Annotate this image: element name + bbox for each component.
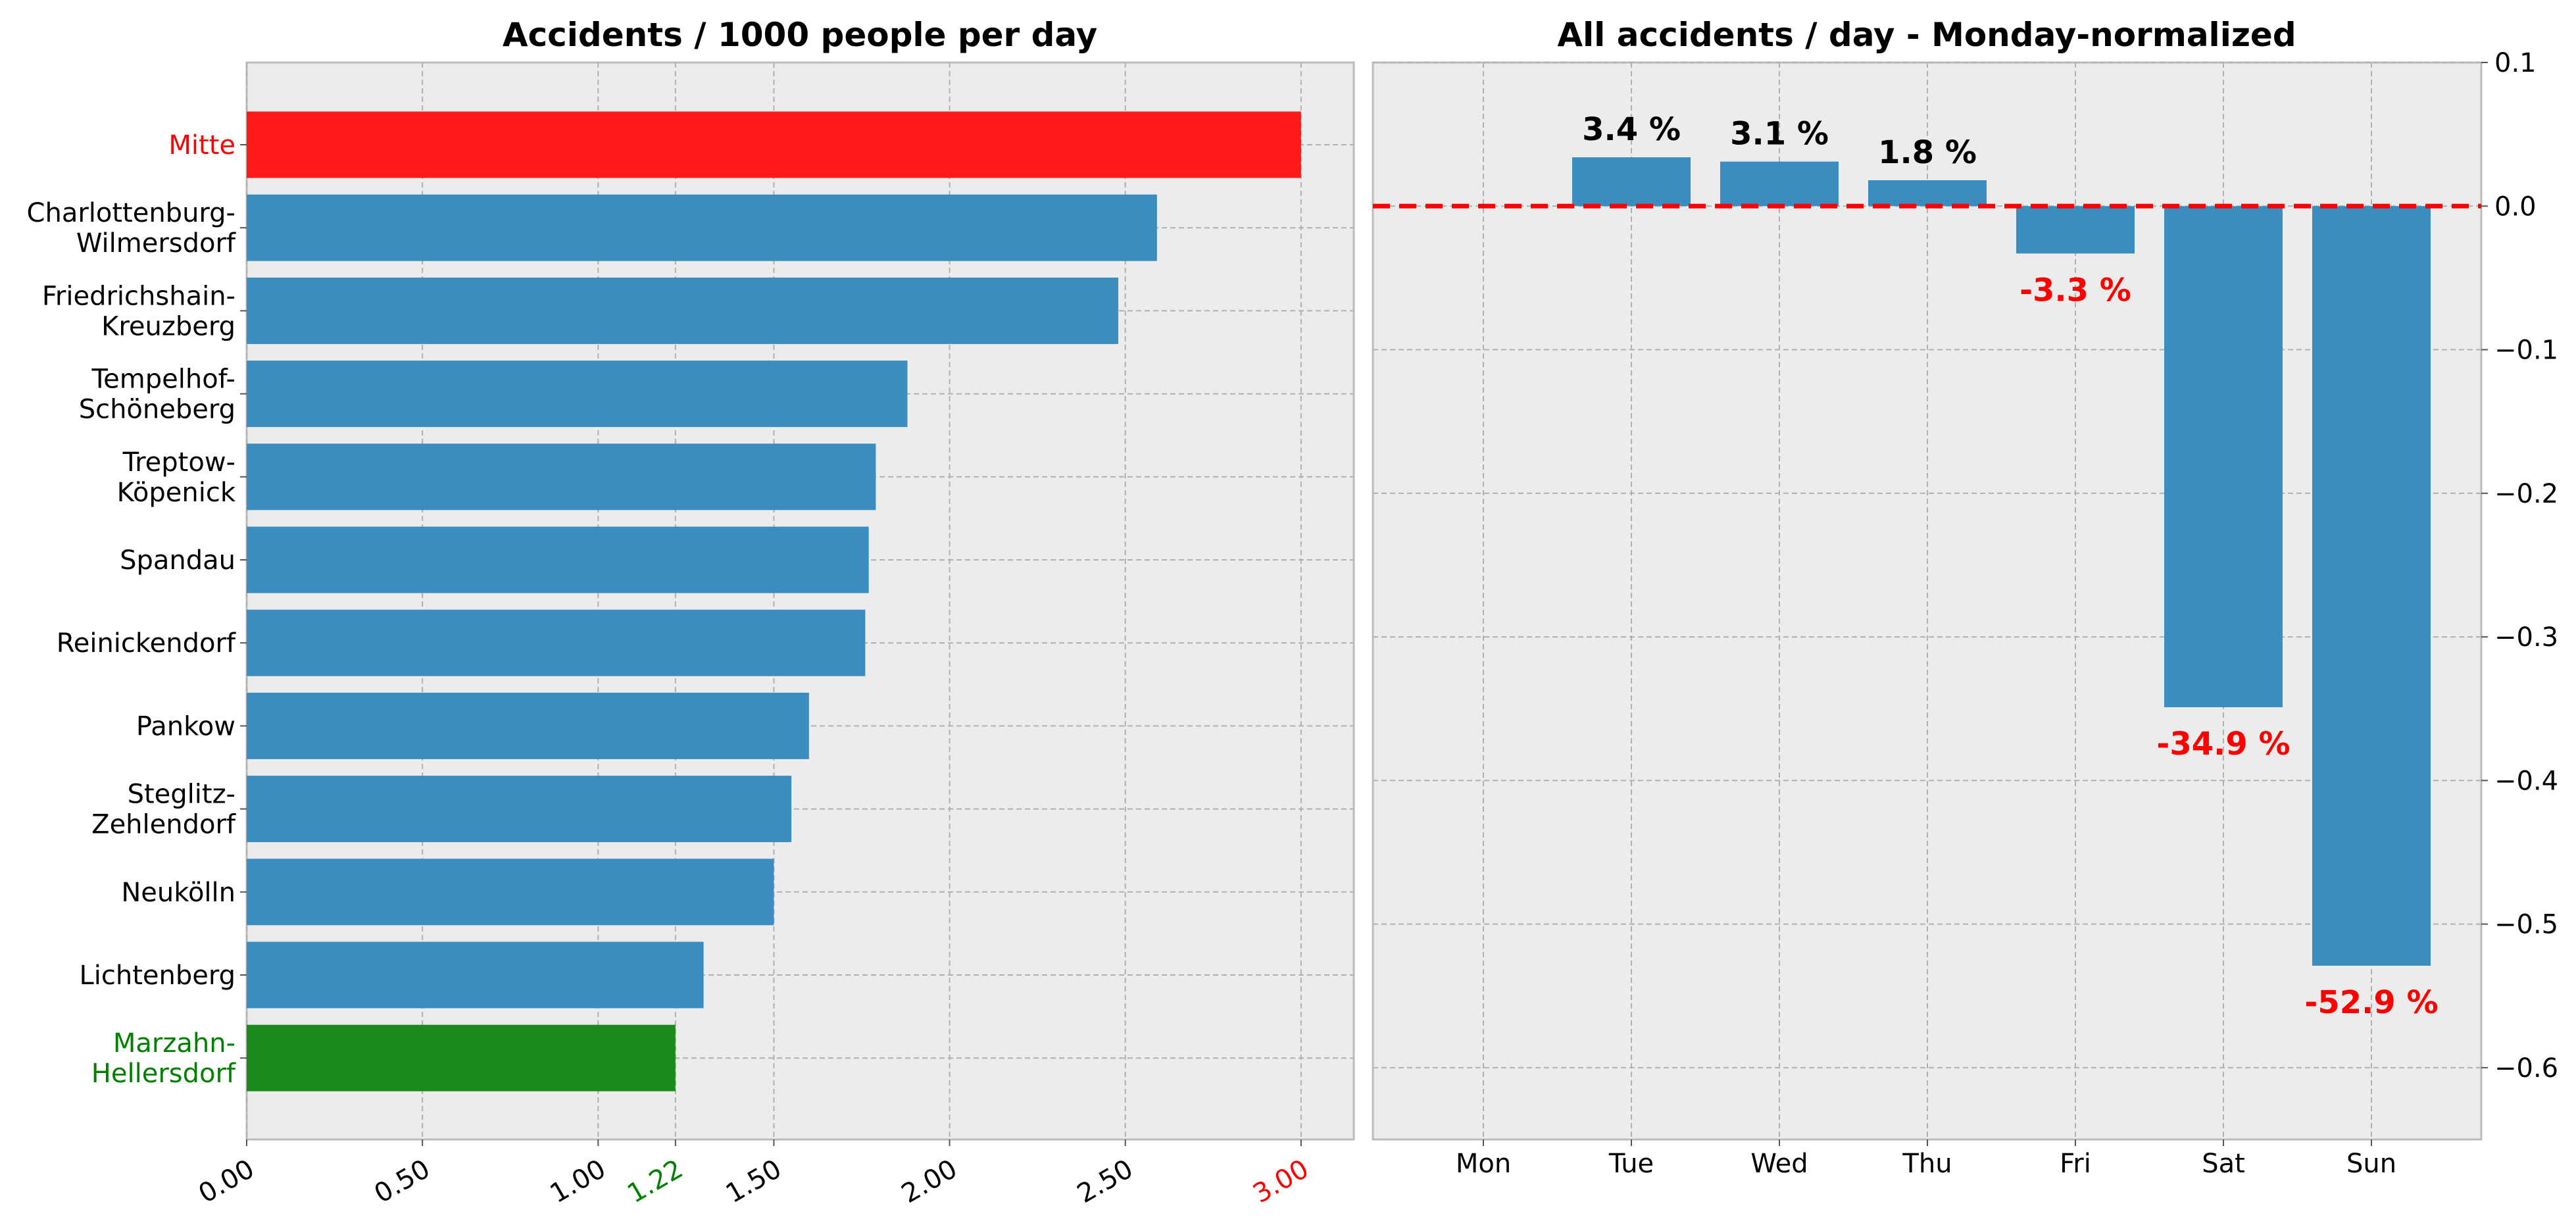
right-y-tick-label: −0.5 (2494, 910, 2558, 940)
district-bar (247, 361, 908, 428)
district-label-line: Treptow- (122, 447, 235, 478)
right-plot-area (1372, 61, 2483, 1141)
district-bar (247, 443, 876, 511)
weekday-bar (2016, 206, 2135, 254)
weekday-label: Sat (2202, 1149, 2245, 1179)
district-label: Friedrichshain-Kreuzberg (42, 281, 235, 341)
left-x-tick-label: 2.00 (897, 1154, 962, 1209)
right-data-labels: 3.4 % 3.1 % 1.8 % -3.3 % -34.9 % -52.9 % (1582, 111, 2439, 1021)
weekday-data-label: -3.3 % (2019, 272, 2131, 309)
right-y-tick-labels: 0.1 0.0 −0.1 −0.2 −0.3 −0.4 −0.5 −0.6 (2481, 48, 2558, 1084)
right-bars (1572, 157, 2431, 966)
left-x-tick-label: 2.50 (1072, 1154, 1138, 1209)
left-category-labels: Mitte Charlottenburg-Wilmersdorf Friedrich… (27, 130, 247, 1089)
district-bar (247, 859, 774, 926)
district-label: Mitte (168, 130, 235, 161)
weekday-bar (1720, 161, 1839, 207)
district-label-line: Charlottenburg- (27, 198, 235, 228)
district-label-line: Mitte (168, 130, 235, 161)
right-y-tick-label: −0.2 (2494, 479, 2558, 509)
weekday-label: Mon (1456, 1149, 1511, 1179)
district-accident-rate-chart: Mitte Charlottenburg-Wilmersdorf Friedrich… (27, 16, 1355, 1209)
weekday-bar (2164, 206, 2283, 708)
district-bar (247, 194, 1157, 261)
left-x-tick-label: 1.00 (545, 1154, 611, 1209)
right-chart-title: All accidents / day - Monday-normalized (1557, 16, 2296, 54)
district-bar (247, 277, 1119, 344)
district-label-line: Schöneberg (79, 395, 235, 425)
district-label: Steglitz-Zehlendorf (91, 780, 236, 840)
weekday-label: Wed (1750, 1149, 1808, 1179)
left-x-tick-label: 1.50 (721, 1154, 787, 1209)
district-label: Spandau (120, 545, 235, 576)
district-label-line: Spandau (120, 545, 235, 576)
district-bar (247, 941, 704, 1009)
district-label-line: Reinickendorf (57, 628, 236, 659)
district-bar (247, 692, 809, 759)
right-y-tick-label: 0.0 (2494, 191, 2537, 222)
weekday-label: Fri (2060, 1149, 2091, 1179)
left-x-tick-label: 3.00 (1248, 1154, 1314, 1209)
district-label: Tempelhof-Schöneberg (79, 364, 235, 425)
right-y-tick-label: −0.4 (2494, 766, 2558, 796)
district-label-line: Hellersdorf (91, 1059, 236, 1089)
weekday-bar (2312, 206, 2431, 966)
district-label: Reinickendorf (57, 628, 236, 659)
district-label-line: Pankow (136, 711, 235, 741)
weekday-label: Tue (1608, 1149, 1654, 1179)
left-x-tick-label: 0.50 (369, 1154, 435, 1209)
district-label-line: Köpenick (117, 478, 236, 508)
district-label-line: Marzahn- (113, 1028, 235, 1059)
district-bar (247, 1024, 676, 1091)
weekday-data-label: -34.9 % (2156, 726, 2290, 762)
district-label-line: Lichtenberg (79, 961, 235, 991)
district-bar (247, 111, 1301, 178)
left-bars (247, 111, 1301, 1091)
weekday-bar (1868, 180, 1987, 207)
district-label: Charlottenburg-Wilmersdorf (27, 198, 236, 259)
right-y-tick-label: 0.1 (2494, 48, 2537, 78)
district-label-line: Wilmersdorf (76, 228, 236, 259)
district-label-line: Tempelhof- (91, 364, 235, 395)
district-label-line: Neukölln (121, 878, 235, 908)
weekday-label: Sun (2346, 1149, 2396, 1179)
district-label: Marzahn-Hellersdorf (91, 1028, 236, 1089)
district-label: Pankow (136, 711, 235, 741)
weekday-data-label: 1.8 % (1878, 134, 1977, 171)
left-x-tick-label: 1.22 (622, 1154, 688, 1209)
district-label-line: Zehlendorf (91, 810, 236, 840)
weekday-data-label: -52.9 % (2304, 984, 2438, 1021)
left-x-tick-labels: 0.00 0.50 1.00 1.22 1.50 2.00 2.50 3.00 (193, 1154, 1314, 1209)
right-y-tick-label: −0.1 (2494, 336, 2558, 366)
weekday-bar (1572, 157, 1691, 207)
right-y-tick-label: −0.6 (2494, 1053, 2558, 1084)
left-chart-title: Accidents / 1000 people per day (503, 16, 1097, 54)
district-label-line: Friedrichshain- (42, 281, 235, 311)
district-bar (247, 609, 866, 676)
right-x-tick-labels: Mon Tue Wed Thu Fri Sat Sun (1456, 1139, 2396, 1179)
weekday-normalized-chart: 3.4 % 3.1 % 1.8 % -3.3 % -34.9 % -52.9 % Mon T… (1372, 16, 2558, 1179)
district-label: Neukölln (121, 878, 235, 908)
district-label-line: Steglitz- (128, 780, 235, 810)
district-label: Treptow-Köpenick (117, 447, 236, 508)
right-y-tick-label: −0.3 (2494, 622, 2558, 653)
weekday-data-label: 3.1 % (1730, 116, 1829, 153)
district-label: Lichtenberg (79, 961, 235, 991)
weekday-label: Thu (1902, 1149, 1952, 1179)
district-bar (247, 776, 792, 843)
district-bar (247, 526, 869, 593)
district-label-line: Kreuzberg (101, 311, 235, 341)
left-x-tick-label: 0.00 (193, 1154, 259, 1209)
weekday-data-label: 3.4 % (1582, 111, 1681, 148)
